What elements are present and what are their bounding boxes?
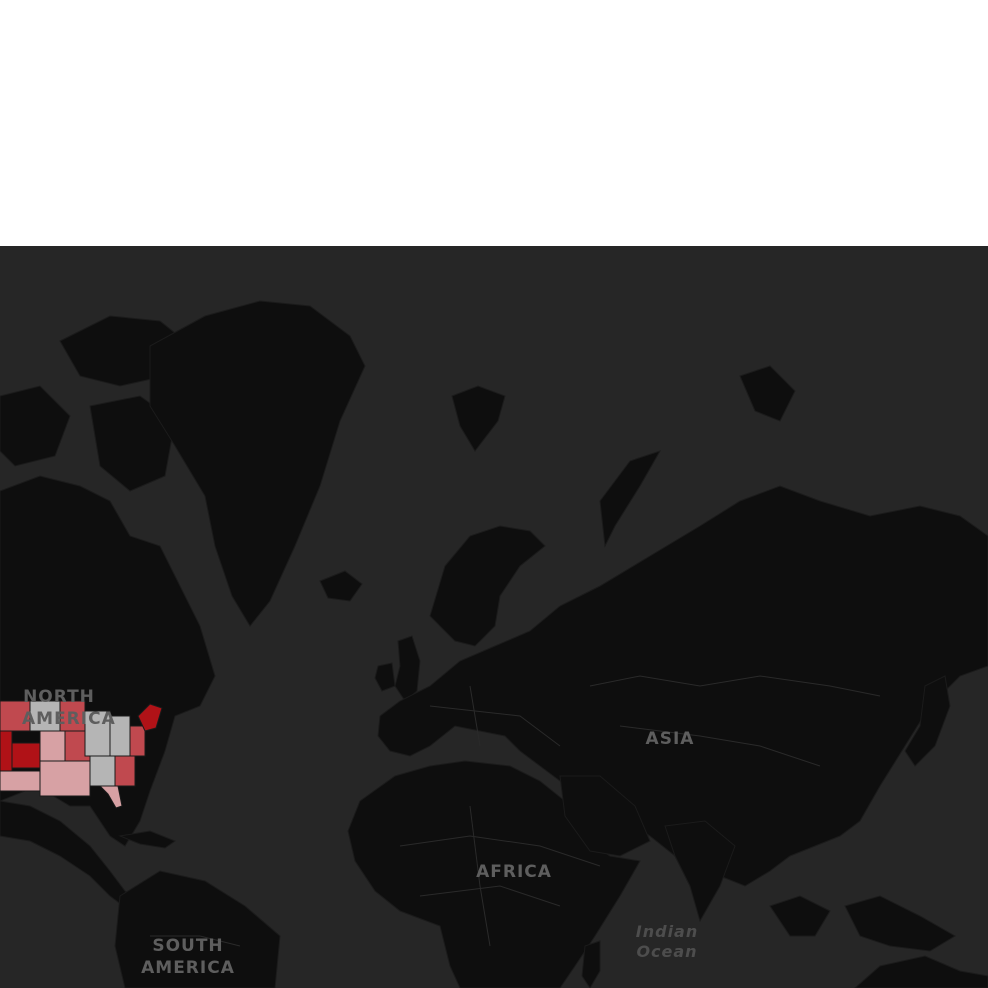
state-region-mountain xyxy=(39,730,66,762)
svalbard xyxy=(451,385,506,452)
state-region-west xyxy=(0,730,13,772)
arabian-peninsula xyxy=(559,775,651,857)
maritime-southeast-asia xyxy=(769,895,831,937)
state-region-plains-north xyxy=(59,700,86,732)
blank-header-area xyxy=(0,0,988,246)
state-region-florida xyxy=(98,785,123,809)
country-borders xyxy=(150,675,881,947)
state-region-great-lakes xyxy=(109,715,131,757)
state-region-southeast xyxy=(114,755,136,787)
state-region-southwest xyxy=(0,770,41,792)
state-region-new-england xyxy=(137,703,163,732)
state-region-south-central xyxy=(89,755,116,787)
map-canvas[interactable] xyxy=(0,246,988,988)
australia xyxy=(854,955,988,988)
japan xyxy=(904,675,951,767)
indonesia xyxy=(844,895,956,952)
india xyxy=(664,820,736,923)
severnaya-zemlya xyxy=(739,365,796,422)
state-region-colorado xyxy=(11,742,41,769)
scandinavia xyxy=(429,525,546,647)
great-britain xyxy=(394,635,421,702)
south-america-landmass xyxy=(114,870,281,988)
state-region-midwest xyxy=(84,710,111,757)
state-region-mountain-north xyxy=(29,700,61,732)
state-region-mid-atlantic xyxy=(129,725,146,757)
world-map[interactable]: NORTH AMERICA SOUTH AMERICA AFRICA ASIA … xyxy=(0,246,988,988)
baffin-island xyxy=(89,395,176,492)
iceland xyxy=(319,570,363,602)
usa-choropleth xyxy=(0,700,163,809)
arctic-islands-west xyxy=(0,385,71,467)
novaya-zemlya xyxy=(599,450,662,548)
greenland xyxy=(149,300,366,627)
state-region-texas xyxy=(39,760,91,797)
eurasia-landmass xyxy=(377,485,988,888)
madagascar xyxy=(581,940,601,988)
caribbean-islands xyxy=(118,830,177,849)
state-region-northwest xyxy=(0,700,31,732)
ireland xyxy=(374,662,396,692)
